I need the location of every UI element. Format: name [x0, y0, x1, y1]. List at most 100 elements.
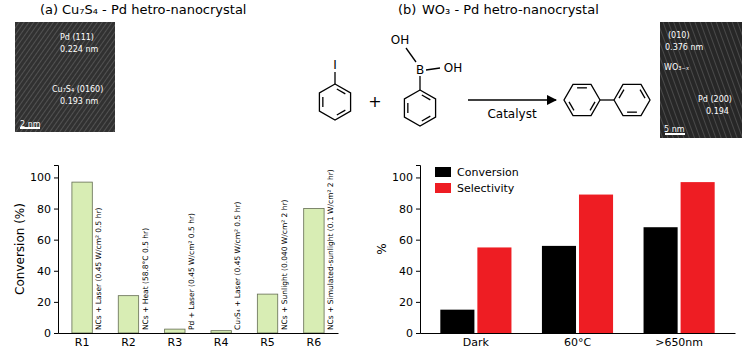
tick-label: R3 — [167, 336, 182, 349]
legend-label: Conversion — [457, 166, 519, 179]
image-label: 0.376 nm — [665, 43, 704, 52]
bar-annotation: Cu₇S₄ + Laser (0.45 W/cm² 0.5 hr) — [233, 201, 242, 330]
panel-label: (b) — [398, 2, 416, 17]
image-label: 0.194 — [706, 107, 729, 116]
ring — [614, 84, 650, 115]
tick-label: 40 — [37, 265, 51, 278]
tick: 100 — [392, 171, 420, 184]
micrograph: Pd (111)0.224 nmCu₇S₄ (0160)0.193 nm2 nm — [15, 22, 115, 132]
tick: 60°C — [564, 333, 591, 349]
atom-label: B — [416, 63, 424, 77]
micrograph: (010) 0.376 nm WO₃₋ₓ Pd (200) 0.194 5 nm — [660, 22, 742, 138]
plot-area — [440, 182, 714, 333]
tick-mark — [416, 209, 420, 210]
tick-mark — [54, 177, 58, 178]
tick: R3 — [167, 333, 182, 349]
tick-mark — [54, 302, 58, 303]
tick: 80 — [37, 203, 58, 216]
tick: R4 — [214, 333, 229, 349]
tick: 0 — [406, 327, 420, 340]
tick: R5 — [260, 333, 275, 349]
tick-mark — [416, 240, 420, 241]
bar-annotation: NCs + Laser (0.45 W/cm² 0.5 hr) — [94, 208, 103, 330]
tick: 20 — [399, 296, 420, 309]
image-label: 5 nm — [664, 125, 685, 134]
tick-label: 40 — [399, 265, 413, 278]
tick-label: Dark — [463, 336, 490, 349]
image-background — [15, 22, 115, 132]
axis-line — [54, 166, 59, 334]
tick-label: 0 — [44, 327, 51, 340]
bar — [644, 227, 678, 333]
double-bond — [640, 90, 645, 99]
bar — [304, 209, 324, 333]
title: Cu₇S₄ - Pd hetro-nanocrystal — [62, 2, 246, 17]
axis-line — [421, 333, 736, 334]
bond — [406, 48, 416, 62]
double-bond — [590, 102, 595, 111]
tick: 0 — [44, 327, 58, 340]
tick: 80 — [399, 203, 420, 216]
axis-line — [416, 166, 421, 334]
bar-annotation: NCs + Sunlight (0.040 W/cm² 2 hr) — [280, 199, 289, 330]
bar — [477, 247, 511, 333]
tick-label: 60 — [399, 234, 413, 247]
atom-label: OH — [444, 61, 462, 75]
bar-annotations: NCs + Laser (0.45 W/cm² 0.5 hr)NCs + Hea… — [94, 169, 335, 330]
tick-label: 100 — [392, 171, 413, 184]
tick-label: 80 — [37, 203, 51, 216]
image-label: 0.193 nm — [60, 97, 99, 106]
scale-bar — [665, 133, 685, 135]
legend-swatch — [435, 183, 451, 193]
double-bond — [337, 89, 346, 94]
image-label: (010) — [668, 31, 690, 40]
tick: R6 — [307, 333, 322, 349]
bar-annotation: Pd + Laser (0.45 W/cm² 0.5 hr) — [187, 213, 196, 330]
tick: 20 — [37, 296, 58, 309]
tick-label: R6 — [307, 336, 322, 349]
legend-label: Selectivity — [457, 182, 515, 195]
arrow-label: Catalyst — [487, 107, 536, 121]
bar — [681, 182, 715, 333]
double-bond — [577, 87, 587, 88]
tick-label: 100 — [30, 171, 51, 184]
bond — [419, 76, 420, 90]
image-label: Pd (200) — [698, 95, 732, 104]
bond — [600, 99, 614, 100]
tick-label: 0 — [406, 327, 413, 340]
bar — [118, 296, 138, 333]
tick-label: >650nm — [655, 336, 703, 349]
tick: Dark — [463, 333, 490, 349]
bar — [579, 195, 613, 333]
tick: 60 — [399, 234, 420, 247]
double-bond — [422, 116, 431, 121]
x-axis: R1 R2 R3 R4 R5 R6 — [59, 333, 339, 349]
tick: 100 — [30, 171, 58, 184]
tick: 40 — [37, 265, 58, 278]
tick-label: R2 — [121, 336, 136, 349]
reaction-arrow — [468, 99, 556, 101]
tick-label: 80 — [399, 203, 413, 216]
bar — [257, 294, 277, 333]
tick-label: 20 — [37, 296, 51, 309]
y-axis-title: % — [375, 243, 389, 254]
atom-label: I — [333, 58, 337, 72]
y-axis-title: Conversion (%) — [13, 203, 27, 295]
double-bond — [407, 103, 408, 113]
title: WO₃ - Pd hetro-nanocrystal — [422, 2, 599, 17]
tick-label: R1 — [75, 336, 90, 349]
bar — [440, 310, 474, 333]
scale-bar — [20, 127, 40, 129]
image-label: WO₃₋ₓ — [664, 63, 690, 72]
tick: >650nm — [655, 333, 703, 349]
panel-label: (a) — [40, 2, 58, 17]
tick-label: R5 — [260, 336, 275, 349]
plot-area — [72, 182, 324, 333]
axis-line — [59, 333, 339, 334]
double-bond — [627, 112, 637, 113]
tick-label: R4 — [214, 336, 229, 349]
bar — [165, 329, 185, 333]
double-bond — [322, 97, 323, 107]
bar-annotation: NCs + Simulated-sunlight (0.1 W/cm² 2 hr… — [326, 169, 335, 330]
y-axis: 0 20 40 60 80 100 — [392, 166, 421, 341]
